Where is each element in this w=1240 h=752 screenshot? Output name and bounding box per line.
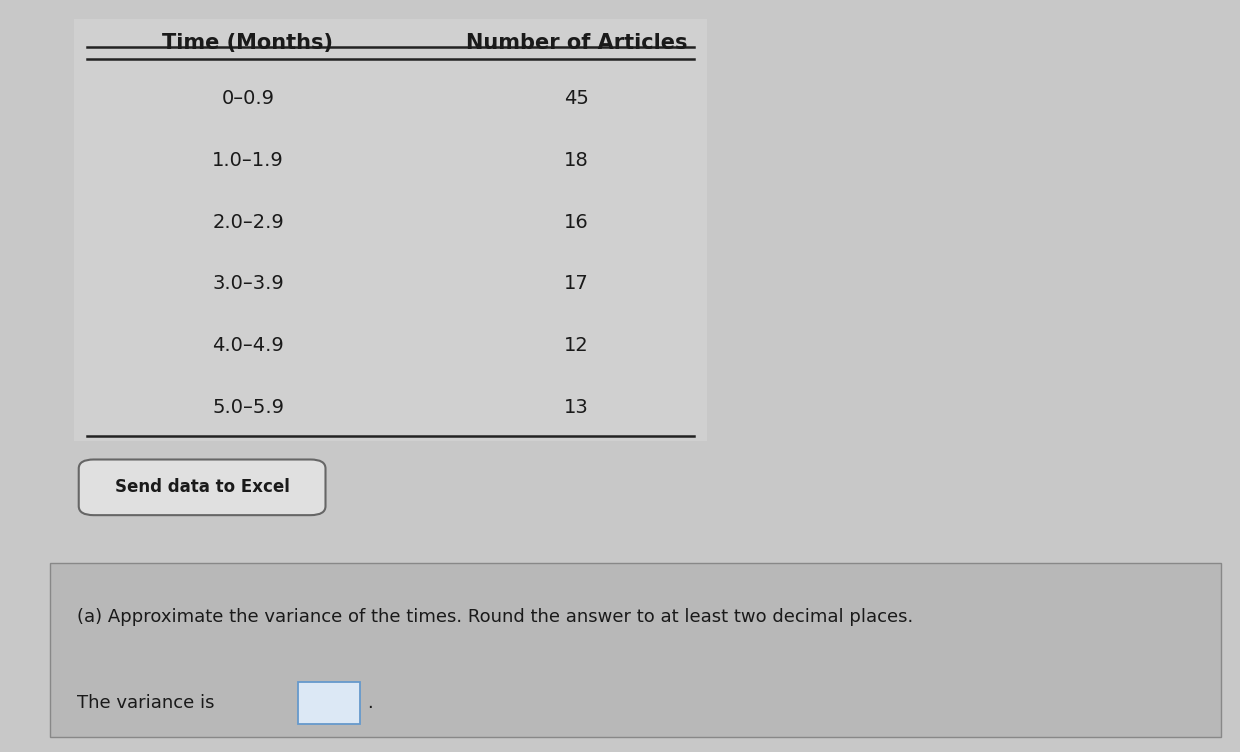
Text: 16: 16 [564, 213, 589, 232]
FancyBboxPatch shape [298, 683, 360, 724]
Text: Time (Months): Time (Months) [162, 32, 334, 53]
Text: 3.0–3.9: 3.0–3.9 [212, 274, 284, 293]
Text: 12: 12 [564, 336, 589, 355]
Text: 4.0–4.9: 4.0–4.9 [212, 336, 284, 355]
FancyBboxPatch shape [79, 459, 325, 515]
Text: 18: 18 [564, 151, 589, 170]
FancyBboxPatch shape [74, 19, 707, 441]
Text: 5.0–5.9: 5.0–5.9 [212, 398, 284, 417]
Text: 0–0.9: 0–0.9 [222, 89, 274, 108]
Text: 13: 13 [564, 398, 589, 417]
Text: Number of Articles: Number of Articles [466, 32, 687, 53]
Text: (a) Approximate the variance of the times. Round the answer to at least two deci: (a) Approximate the variance of the time… [77, 608, 913, 626]
Text: 45: 45 [564, 89, 589, 108]
Text: The variance is: The variance is [77, 694, 215, 712]
Text: 2.0–2.9: 2.0–2.9 [212, 213, 284, 232]
Text: 1.0–1.9: 1.0–1.9 [212, 151, 284, 170]
FancyBboxPatch shape [50, 562, 1221, 737]
Text: .: . [367, 694, 373, 712]
Text: 17: 17 [564, 274, 589, 293]
Text: Send data to Excel: Send data to Excel [114, 478, 290, 496]
